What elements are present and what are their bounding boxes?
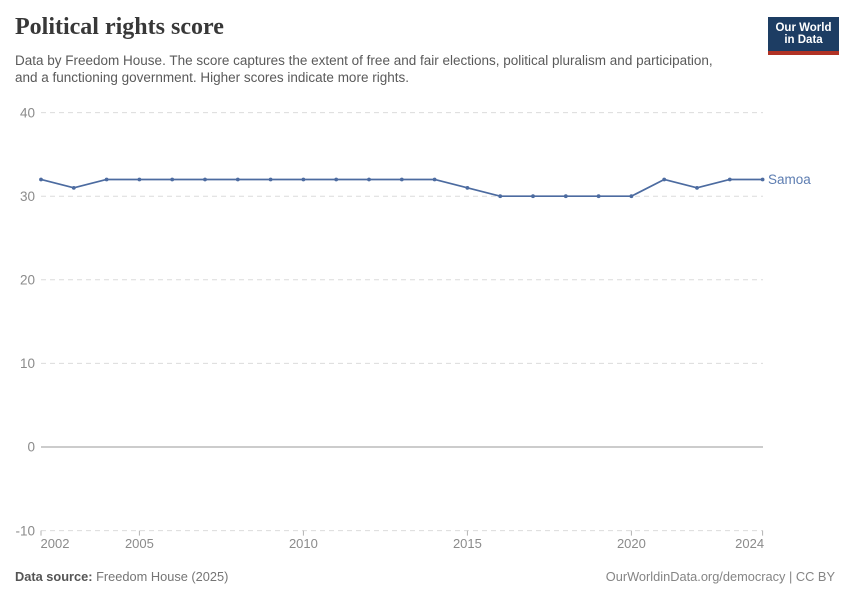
y-axis-tick-label: 0 (27, 440, 35, 455)
data-point-marker[interactable] (334, 177, 339, 182)
data-point-marker[interactable] (662, 177, 667, 182)
y-axis-tick-label: 30 (20, 189, 35, 204)
data-point-marker[interactable] (71, 185, 76, 190)
data-point-marker[interactable] (268, 177, 273, 182)
y-axis-tick-label: 10 (20, 356, 35, 371)
data-point-marker[interactable] (498, 194, 503, 199)
chart-footer: Data source: Freedom House (2025) OurWor… (15, 569, 835, 584)
chart-title: Political rights score (15, 14, 224, 40)
data-source-label: Data source: (15, 569, 93, 584)
owid-logo[interactable]: Our World in Data (768, 17, 839, 55)
owid-logo-text: Our World in Data (768, 17, 839, 51)
data-point-marker[interactable] (170, 177, 175, 182)
owid-logo-red-bar (768, 51, 839, 55)
data-point-marker[interactable] (760, 177, 765, 182)
data-point-marker[interactable] (465, 185, 470, 190)
y-axis-tick-label: 40 (20, 105, 35, 120)
x-axis-tick-label: 2024 (735, 536, 764, 551)
data-point-marker[interactable] (137, 177, 142, 182)
data-point-marker[interactable] (235, 177, 240, 182)
data-point-marker[interactable] (531, 194, 535, 199)
x-axis-tick-label: 2010 (289, 536, 318, 551)
x-axis-tick-label: 2002 (41, 536, 70, 551)
data-source-value: Freedom House (2025) (92, 569, 229, 584)
data-point-marker[interactable] (301, 177, 306, 182)
x-axis-tick-label: 2005 (125, 536, 154, 551)
data-point-marker[interactable] (104, 177, 109, 182)
data-point-marker[interactable] (399, 177, 404, 182)
owid-url-link[interactable]: OurWorldinData.org/democracy | CC BY (605, 569, 835, 584)
y-axis-tick-label: -10 (15, 523, 35, 538)
data-point-marker[interactable] (629, 194, 634, 199)
y-axis-tick-label: 20 (20, 273, 35, 288)
data-source: Data source: Freedom House (2025) (15, 569, 228, 584)
chart-subtitle: Data by Freedom House. The score capture… (15, 53, 713, 85)
x-axis-tick-label: 2020 (617, 536, 646, 551)
x-axis-tick-label: 2015 (453, 536, 482, 551)
owid-logo-line1: Our World (775, 21, 832, 34)
data-point-marker[interactable] (695, 185, 699, 190)
data-point-marker[interactable] (432, 177, 437, 182)
series-entity-label: Samoa (768, 172, 811, 187)
data-point-marker[interactable] (203, 177, 207, 182)
data-point-marker[interactable] (563, 194, 568, 199)
data-point-marker[interactable] (39, 177, 43, 182)
data-point-marker[interactable] (727, 177, 732, 182)
data-point-marker[interactable] (596, 194, 601, 199)
data-point-marker[interactable] (367, 177, 371, 182)
owid-logo-line2: in Data (784, 34, 823, 46)
series-line (40, 178, 764, 198)
